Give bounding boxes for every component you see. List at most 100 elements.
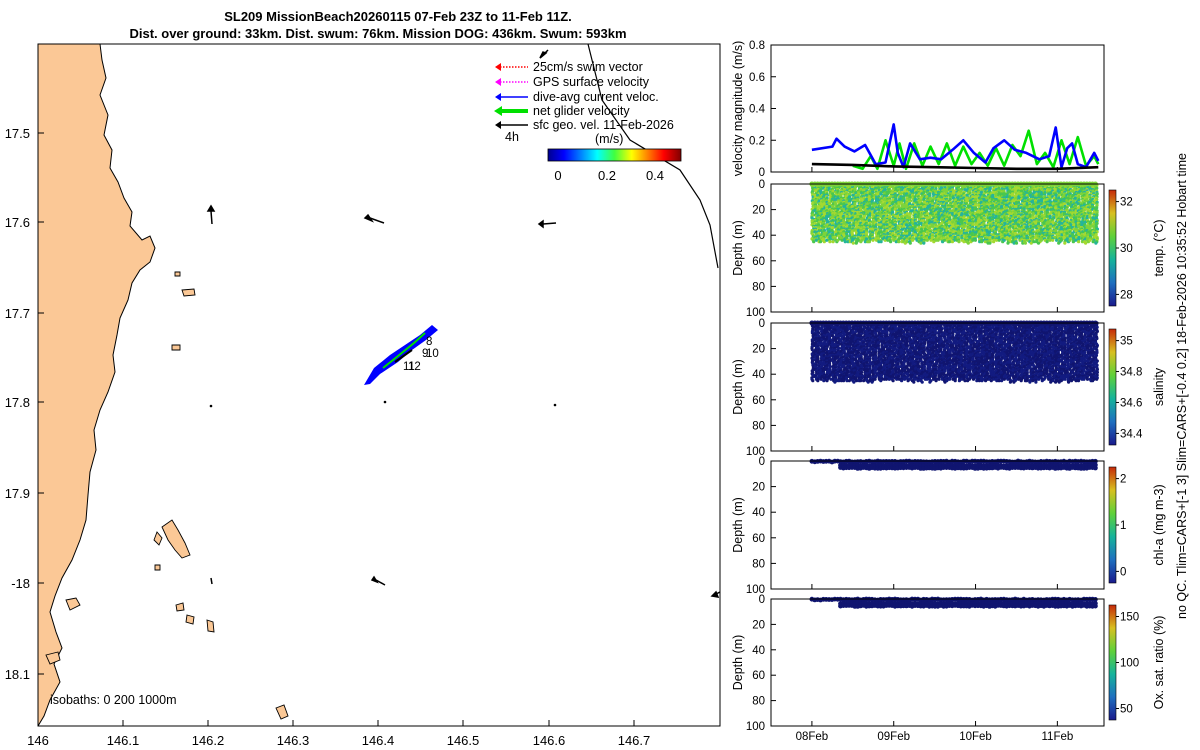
profile-dot bbox=[842, 379, 846, 383]
title-line-2: Dist. over ground: 33km. Dist. swum: 76k… bbox=[129, 26, 626, 41]
track-day-10: 10 bbox=[426, 348, 439, 360]
panel-frame bbox=[770, 44, 1105, 173]
profile-dot bbox=[957, 240, 961, 244]
profile-dot bbox=[814, 238, 819, 242]
map-y-axis: 17.5 17.6 17.7 17.8 17.9 -18 18.1 bbox=[5, 126, 44, 682]
profile-dot bbox=[1077, 240, 1081, 244]
profile-dot bbox=[843, 240, 847, 244]
colorbar-tick-label: 30 bbox=[1120, 243, 1133, 255]
profile-dot bbox=[1023, 241, 1027, 245]
profile-dot bbox=[828, 240, 832, 244]
track-day-8: 8 bbox=[426, 336, 432, 348]
map-x-tick-label: 146.5 bbox=[447, 733, 480, 748]
map-legend: 25cm/s swim vector GPS surface velocity … bbox=[494, 60, 682, 183]
legend-dive-avg-current: dive-avg current veloc. bbox=[533, 90, 659, 104]
map-y-tick-label: 17.7 bbox=[5, 306, 30, 321]
track-day-12: 12 bbox=[408, 361, 421, 373]
sfc-geo-vel-line bbox=[587, 44, 719, 269]
profile-dot bbox=[1091, 240, 1095, 244]
track-day-11: 11 bbox=[403, 361, 415, 373]
profile-dot bbox=[997, 238, 1001, 242]
profile-dot bbox=[1068, 238, 1072, 242]
profile-dot bbox=[811, 379, 815, 383]
legend-net-glider-velocity: net glider velocity bbox=[533, 104, 630, 118]
speed-colorbar-tick: 0 bbox=[554, 168, 561, 183]
y-tick-label: 40 bbox=[752, 230, 765, 242]
profile-dot bbox=[889, 240, 893, 244]
panel-ylabel: velocity magnitude (m/s) bbox=[731, 41, 745, 176]
panel-colorbar bbox=[1108, 189, 1117, 307]
isobaths-label: isobaths: 0 200 1000m bbox=[50, 693, 176, 707]
profile-dot bbox=[836, 238, 840, 242]
map-x-tick-label: 146.4 bbox=[362, 733, 395, 748]
profile-dot bbox=[840, 238, 844, 242]
speed-colorbar-unit: (m/s) bbox=[595, 132, 623, 146]
profile-dot bbox=[822, 240, 826, 244]
profile-dot bbox=[859, 240, 863, 244]
profile-dot bbox=[871, 238, 875, 242]
profile-dot bbox=[879, 240, 883, 244]
islands bbox=[45, 271, 289, 720]
geo-velocity-arrows bbox=[206, 49, 720, 598]
profile-dot bbox=[911, 238, 915, 242]
profile-dot bbox=[1063, 241, 1067, 245]
profile-dots bbox=[809, 320, 1099, 384]
map-y-tick-label: 17.5 bbox=[5, 126, 30, 141]
profile-dot bbox=[847, 379, 851, 383]
map-y-tick-label: -18 bbox=[11, 576, 30, 591]
glider-track bbox=[364, 325, 438, 385]
coastline-land bbox=[38, 44, 156, 726]
profile-dot bbox=[950, 240, 955, 244]
track-day-9: 9 bbox=[422, 348, 428, 360]
map-y-tick-label: 17.6 bbox=[5, 215, 30, 230]
velocity-series-line bbox=[811, 162, 1099, 171]
speed-colorbar-tick: 0.2 bbox=[598, 168, 616, 183]
colorbar-tick-label: 28 bbox=[1120, 289, 1133, 301]
profile-dot bbox=[966, 241, 970, 245]
profile-dot bbox=[851, 241, 855, 245]
profile-dot bbox=[831, 240, 835, 244]
profile-dot bbox=[816, 379, 820, 383]
profile-dot bbox=[822, 379, 826, 383]
profile-dot bbox=[1045, 240, 1049, 244]
map-x-axis: 146 146.1 146.2 146.3 146.4 146.5 146.6 146.7 bbox=[27, 720, 650, 748]
y-tick-label: 0.4 bbox=[749, 104, 766, 116]
profile-dot bbox=[919, 241, 923, 245]
profile-dot bbox=[1088, 238, 1092, 242]
profile-dot bbox=[818, 240, 823, 244]
colorbar-label: temp. (°C) bbox=[1152, 219, 1166, 276]
profile-dot bbox=[854, 241, 858, 245]
map-x-tick-label: 146.2 bbox=[192, 733, 225, 748]
time-scale-label: 4h bbox=[505, 130, 519, 144]
profile-dot bbox=[833, 380, 837, 384]
track-day-labels: 8 9 10 11 12 bbox=[403, 336, 439, 373]
profile-dot bbox=[897, 240, 901, 244]
legend-gps-velocity: GPS surface velocity bbox=[533, 75, 650, 89]
map-x-tick-label: 146.1 bbox=[107, 733, 140, 748]
profile-dot bbox=[1057, 241, 1061, 245]
profile-dot bbox=[867, 240, 872, 244]
profile-dot bbox=[846, 240, 850, 244]
map-y-tick-label: 18.1 bbox=[5, 667, 30, 682]
map-x-tick-label: 146.7 bbox=[618, 733, 651, 748]
map-frame bbox=[37, 43, 721, 727]
y-tick-label: 0.6 bbox=[749, 72, 765, 84]
velocity-series-line bbox=[811, 123, 1100, 169]
y-tick-label: 0 bbox=[759, 179, 765, 191]
colorbar-tick-label: 32 bbox=[1120, 197, 1133, 209]
profile-dot bbox=[925, 238, 929, 242]
map-y-tick-label: 17.8 bbox=[5, 395, 30, 410]
title-line-1: SL209 MissionBeach20260115 07-Feb 23Z to… bbox=[224, 9, 572, 24]
map-panel: 8 9 10 11 12 146 146.1 146.2 146.3 146.4 146.… bbox=[5, 43, 721, 748]
y-tick-label: 0.8 bbox=[749, 40, 765, 52]
profile-dot bbox=[1002, 238, 1006, 242]
profile-dot bbox=[947, 240, 952, 244]
profile-dot bbox=[825, 379, 829, 383]
map-y-tick-label: 17.9 bbox=[5, 486, 30, 501]
legend-sfc-geo-vel: sfc geo. vel. 11-Feb-2026 bbox=[533, 118, 674, 132]
legend-swim-vector: 25cm/s swim vector bbox=[533, 60, 643, 74]
profile-dot bbox=[1059, 238, 1063, 242]
y-tick-label: 0 bbox=[759, 167, 765, 179]
